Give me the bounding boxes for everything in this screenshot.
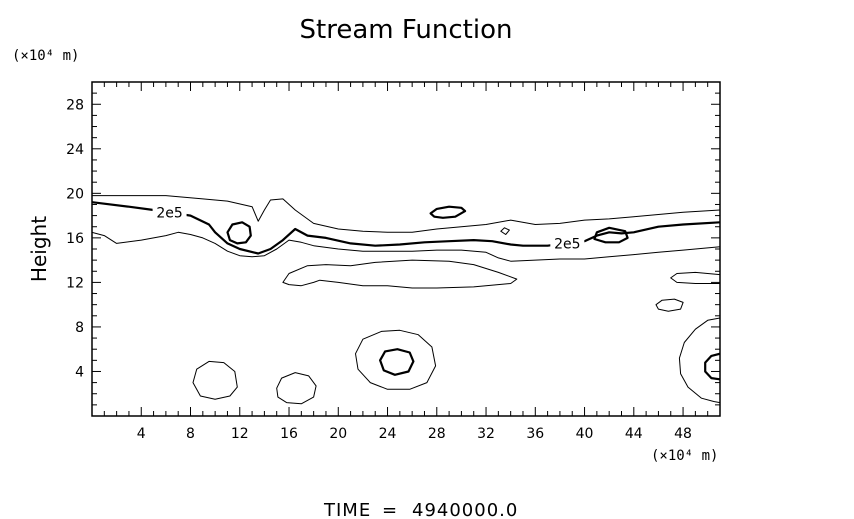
contour-right-12 [670,271,720,284]
contour-band-closed [282,259,518,289]
contour-small-46-10 [655,298,684,312]
x-tick-label: 40 [576,426,594,442]
contour-ring-51-inner [704,352,720,381]
y-tick-label: 24 [66,142,84,158]
contour-small-40-16 [593,226,629,244]
footer-time-value: 4940000.0 [412,500,518,519]
x-axis: 4 8 12 16 20 24 28 32 36 40 44 48 [91,82,721,442]
x-tick-label: 8 [186,426,195,442]
x-tick-label: 20 [329,426,347,442]
footer-time-label: TIME [323,500,371,519]
contour-ring-25-outer [355,329,437,390]
y-tick-label: 8 [75,320,84,336]
x-tick-label: 32 [477,426,495,442]
x-tick-label: 48 [674,426,692,442]
contour-outer-lower [92,231,720,262]
y-unit-label: (×10⁴ m) [12,48,79,64]
y-tick-label: 4 [75,364,84,380]
x-tick-label: 16 [280,426,298,442]
contour-lines [92,195,720,405]
x-tick-label: 28 [428,426,446,442]
y-axis: 4 8 12 16 20 24 28 [66,81,720,417]
y-tick-label: 28 [66,97,84,113]
x-tick-label: 12 [231,426,249,442]
contour-ring-51-outer [678,317,720,404]
contour-outer-upper [92,195,720,233]
contour-label: 2e5 [554,236,580,252]
x-tick-label: 36 [526,426,544,442]
contour-main-2e5 [92,201,720,255]
x-tick-label: 24 [379,426,397,442]
y-tick-label: 20 [66,186,84,202]
y-axis-label: Height [27,216,51,282]
contour-oval-10-3 [192,360,238,400]
x-tick-label: 4 [137,426,146,442]
contour-label-bg [550,235,585,252]
contour-small-29-18 [429,205,467,219]
contour-ring-25-inner [379,348,415,376]
chart-title: Stream Function [300,15,513,45]
footer-equals: = [382,500,398,519]
x-tick-label: 44 [625,426,643,442]
plot-frame [91,81,721,417]
y-tick-label: 12 [66,275,84,291]
contour-tiny-33-16 [500,227,510,235]
contour-label: 2e5 [156,205,182,221]
contour-label-bg [152,204,187,221]
contour-small-12-16 [226,221,252,245]
contour-labels: 2e5 2e5 [152,204,585,252]
x-unit-label: (×10⁴ m) [651,448,718,464]
footer: TIME = 4940000.0 [323,500,518,519]
y-tick-label: 16 [66,231,84,247]
contour-oval-17-2 [276,372,317,405]
